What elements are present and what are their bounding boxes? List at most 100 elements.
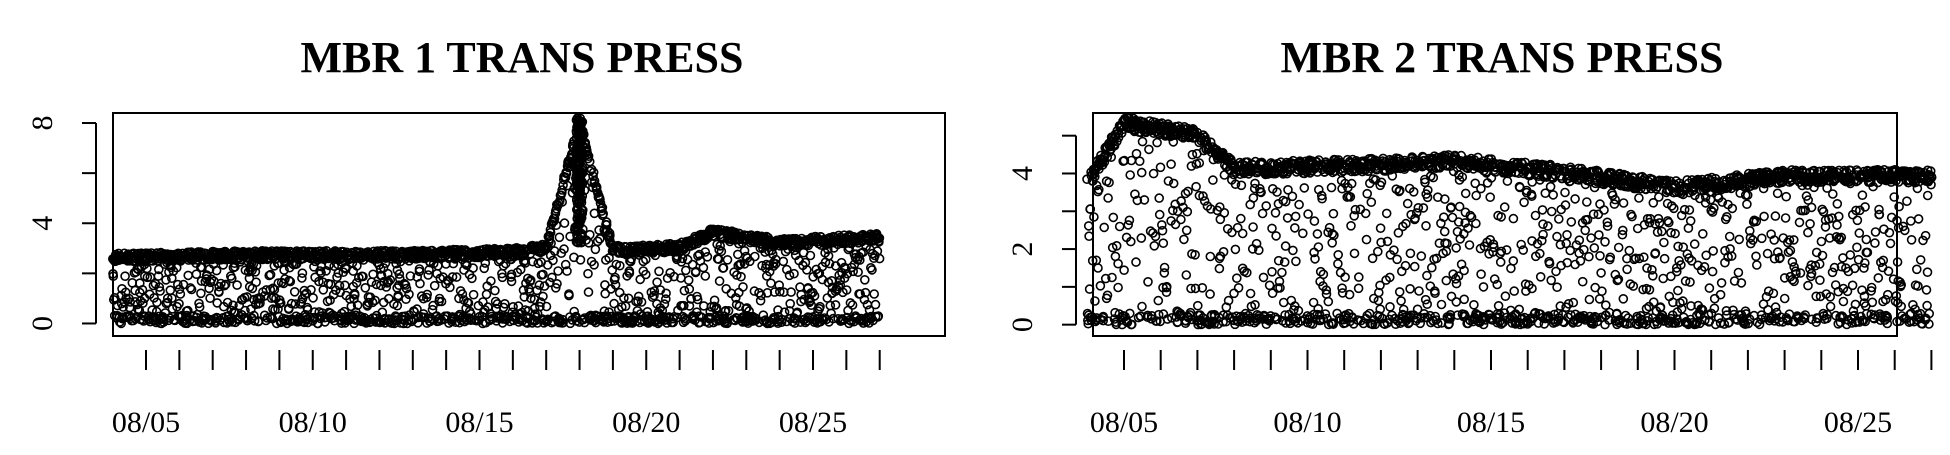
data-point <box>1587 234 1595 242</box>
data-point <box>1590 244 1598 252</box>
data-point <box>1583 198 1591 206</box>
x-tick-label: 08/15 <box>445 406 513 439</box>
data-point <box>832 301 840 309</box>
data-point <box>1144 278 1152 286</box>
data-point <box>1774 189 1782 197</box>
data-point <box>1292 212 1300 220</box>
data-point <box>1105 179 1113 187</box>
data-point <box>1452 244 1460 252</box>
data-point <box>1670 204 1678 212</box>
data-point <box>1788 258 1796 266</box>
data-point <box>1691 240 1699 248</box>
data-point <box>1417 252 1425 260</box>
data-point <box>1096 282 1104 290</box>
data-point <box>584 270 592 278</box>
data-point <box>1138 303 1146 311</box>
data-point <box>1452 298 1460 306</box>
chart-title: MBR 2 TRANS PRESS <box>1281 33 1724 82</box>
data-point <box>1470 301 1478 309</box>
data-point <box>1547 183 1555 191</box>
data-point <box>1782 193 1790 201</box>
data-point <box>1363 236 1371 244</box>
data-point <box>1579 278 1587 286</box>
data-point <box>1167 160 1175 168</box>
data-point <box>846 299 854 307</box>
data-point <box>1182 271 1190 279</box>
data-point <box>1249 223 1257 231</box>
data-point <box>1687 217 1695 225</box>
data-point <box>1735 235 1743 243</box>
data-point <box>1114 260 1122 268</box>
data-point <box>298 269 306 277</box>
data-point <box>1259 210 1267 218</box>
data-point <box>717 247 725 255</box>
data-point <box>1120 266 1128 274</box>
data-point <box>1116 223 1124 231</box>
data-point <box>1503 177 1511 185</box>
data-point <box>1262 202 1270 210</box>
data-point <box>1734 269 1742 277</box>
data-point <box>685 276 693 284</box>
data-point <box>872 301 880 309</box>
data-point <box>585 288 593 296</box>
y-axis: 048 <box>26 116 96 331</box>
data-point <box>1278 269 1286 277</box>
data-point <box>591 245 599 253</box>
data-point <box>1249 194 1257 202</box>
data-point <box>1187 162 1195 170</box>
data-point <box>1314 243 1322 251</box>
data-point <box>341 281 349 289</box>
data-point <box>1268 268 1276 276</box>
data-point <box>1300 184 1308 192</box>
data-point <box>1623 265 1631 273</box>
data-point <box>1295 201 1303 209</box>
data-point <box>291 288 299 296</box>
data-point <box>1674 287 1682 295</box>
data-point <box>252 278 260 286</box>
data-point <box>1705 284 1713 292</box>
data-point <box>1752 252 1760 260</box>
data-point <box>1155 194 1163 202</box>
data-point <box>1781 295 1789 303</box>
data-point <box>1237 215 1245 223</box>
data-point <box>1363 190 1371 198</box>
data-point <box>1272 209 1280 217</box>
data-point <box>1563 231 1571 239</box>
data-point <box>1601 238 1609 246</box>
data-point <box>1509 215 1517 223</box>
data-point <box>1177 216 1185 224</box>
data-point <box>1377 224 1385 232</box>
data-point <box>1157 163 1165 171</box>
data-point <box>806 252 814 260</box>
data-point <box>1304 210 1312 218</box>
data-point <box>1280 299 1288 307</box>
data-point <box>716 277 724 285</box>
data-point <box>1415 287 1423 295</box>
data-point <box>1501 292 1509 300</box>
data-point <box>1094 264 1102 272</box>
data-point <box>1383 209 1391 217</box>
data-point <box>655 267 663 275</box>
data-point <box>1486 193 1494 201</box>
data-point <box>1544 222 1552 230</box>
data-point <box>724 256 732 264</box>
data-point <box>1292 257 1300 265</box>
data-point <box>483 290 491 298</box>
data-point <box>1220 209 1228 217</box>
data-point <box>1114 284 1122 292</box>
x-tick-label: 08/25 <box>779 406 847 439</box>
data-point <box>1137 234 1145 242</box>
data-point <box>555 233 563 241</box>
data-point <box>703 253 711 261</box>
data-point <box>870 290 878 298</box>
data-point <box>1438 301 1446 309</box>
data-point <box>184 271 192 279</box>
data-point <box>1215 265 1223 273</box>
data-point <box>121 272 129 280</box>
data-point <box>1477 270 1485 278</box>
data-point <box>767 279 775 287</box>
data-point <box>1567 218 1575 226</box>
x-tick-label: 08/10 <box>279 406 347 439</box>
data-point <box>1581 226 1589 234</box>
